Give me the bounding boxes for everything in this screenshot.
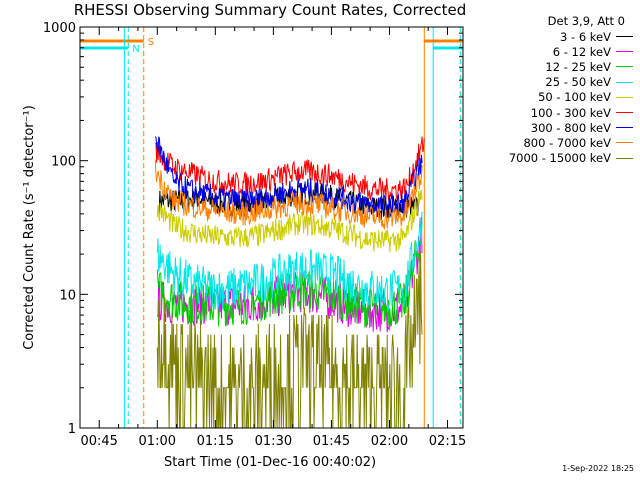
legend-entry: 300 - 800 keV bbox=[470, 120, 635, 135]
legend-label: 7000 - 15000 keV bbox=[508, 151, 611, 166]
x-tick-label: 00:45 bbox=[80, 434, 117, 449]
series-line-8 bbox=[156, 251, 423, 429]
x-tick-label: 01:15 bbox=[197, 434, 234, 449]
legend-swatch bbox=[616, 96, 633, 98]
chart-title: RHESSI Observing Summary Count Rates, Co… bbox=[73, 1, 467, 19]
timestamp: 1-Sep-2022 18:25 bbox=[562, 464, 634, 473]
legend-entry: 50 - 100 keV bbox=[470, 90, 635, 105]
legend-entry: 800 - 7000 keV bbox=[470, 135, 635, 150]
legend-label: 50 - 100 keV bbox=[538, 90, 611, 105]
legend-swatch bbox=[616, 157, 633, 159]
legend-swatch bbox=[616, 127, 633, 129]
series-line-4 bbox=[156, 189, 423, 253]
x-tick-label: 01:00 bbox=[139, 434, 176, 449]
plot-frame bbox=[79, 26, 464, 429]
y-tick-label: 1000 bbox=[43, 21, 76, 36]
legend-entry: 25 - 50 keV bbox=[470, 75, 635, 90]
legend-swatch bbox=[616, 81, 633, 83]
legend-swatch bbox=[616, 51, 633, 53]
legend-header: Det 3,9, Att 0 bbox=[547, 14, 625, 28]
series-line-5 bbox=[155, 136, 425, 203]
legend-swatch bbox=[616, 36, 633, 38]
legend-label: 12 - 25 keV bbox=[545, 59, 611, 74]
y-tick-label: 10 bbox=[59, 288, 76, 303]
legend-entry: 6 - 12 keV bbox=[470, 44, 635, 59]
y-tick-label: 100 bbox=[51, 155, 76, 170]
legend: Det 3,9, Att 0 3 - 6 keV 6 - 12 keV 12 - 2… bbox=[470, 14, 635, 166]
x-tick-label: 02:15 bbox=[429, 434, 466, 449]
legend-swatch bbox=[616, 142, 633, 144]
x-tick-label: 02:00 bbox=[371, 434, 408, 449]
legend-label: 6 - 12 keV bbox=[552, 44, 611, 59]
legend-label: 300 - 800 keV bbox=[530, 120, 611, 135]
legend-entry: 12 - 25 keV bbox=[470, 59, 635, 74]
series-line-7 bbox=[154, 159, 423, 230]
legend-label: 25 - 50 keV bbox=[545, 75, 611, 90]
series-line-3 bbox=[156, 211, 423, 312]
marker-label-s: S bbox=[148, 37, 154, 48]
legend-swatch bbox=[616, 66, 633, 68]
y-tick-label: 1 bbox=[68, 422, 76, 437]
legend-label: 100 - 300 keV bbox=[530, 105, 611, 120]
x-axis-label: Start Time (01-Dec-16 00:40:02) bbox=[163, 455, 377, 470]
legend-label: 800 - 7000 keV bbox=[523, 135, 611, 150]
legend-entry: 3 - 6 keV bbox=[470, 29, 635, 44]
series-line-1 bbox=[156, 216, 423, 333]
series-line-6 bbox=[154, 136, 423, 218]
x-tick-label: 01:30 bbox=[255, 434, 292, 449]
legend-label: 3 - 6 keV bbox=[560, 29, 611, 44]
legend-swatch bbox=[616, 112, 633, 114]
y-axis-label: Corrected Count Rate (s⁻¹ detector⁻¹) bbox=[22, 105, 37, 350]
legend-entry: 100 - 300 keV bbox=[470, 105, 635, 120]
marker-label-n: N bbox=[132, 44, 139, 55]
x-tick-label: 01:45 bbox=[313, 434, 350, 449]
legend-entry: 7000 - 15000 keV bbox=[470, 151, 635, 166]
